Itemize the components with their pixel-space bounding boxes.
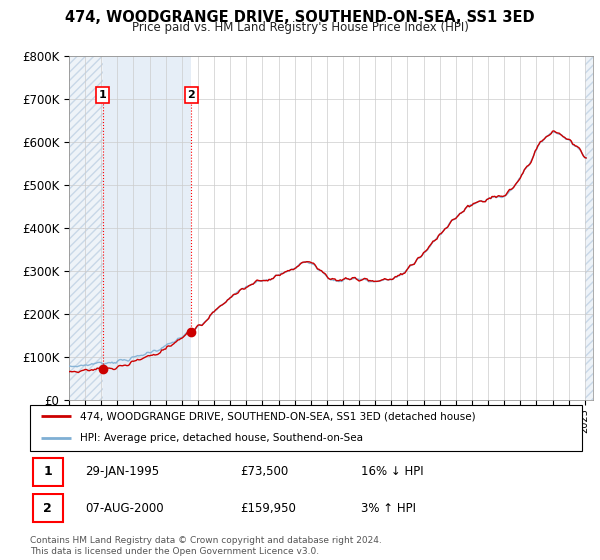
Bar [585,56,593,400]
FancyBboxPatch shape [30,405,582,451]
FancyBboxPatch shape [33,494,63,522]
Text: Price paid vs. HM Land Registry's House Price Index (HPI): Price paid vs. HM Land Registry's House … [131,21,469,34]
Text: 2: 2 [43,502,52,515]
Bar [585,56,593,400]
Text: HPI: Average price, detached house, Southend-on-Sea: HPI: Average price, detached house, Sout… [80,433,362,443]
Text: 1: 1 [43,465,52,478]
Text: 1: 1 [98,90,106,100]
Text: £73,500: £73,500 [240,465,288,478]
Text: £159,950: £159,950 [240,502,296,515]
Text: 16% ↓ HPI: 16% ↓ HPI [361,465,424,478]
Text: 474, WOODGRANGE DRIVE, SOUTHEND-ON-SEA, SS1 3ED: 474, WOODGRANGE DRIVE, SOUTHEND-ON-SEA, … [65,10,535,25]
Bar [69,56,103,400]
Bar [69,56,103,400]
Text: Contains HM Land Registry data © Crown copyright and database right 2024.
This d: Contains HM Land Registry data © Crown c… [30,536,382,556]
Text: 2: 2 [187,90,195,100]
Bar [103,56,191,400]
FancyBboxPatch shape [33,458,63,486]
Text: 474, WOODGRANGE DRIVE, SOUTHEND-ON-SEA, SS1 3ED (detached house): 474, WOODGRANGE DRIVE, SOUTHEND-ON-SEA, … [80,412,475,421]
Text: 07-AUG-2000: 07-AUG-2000 [85,502,164,515]
Text: 3% ↑ HPI: 3% ↑ HPI [361,502,416,515]
Text: 29-JAN-1995: 29-JAN-1995 [85,465,160,478]
